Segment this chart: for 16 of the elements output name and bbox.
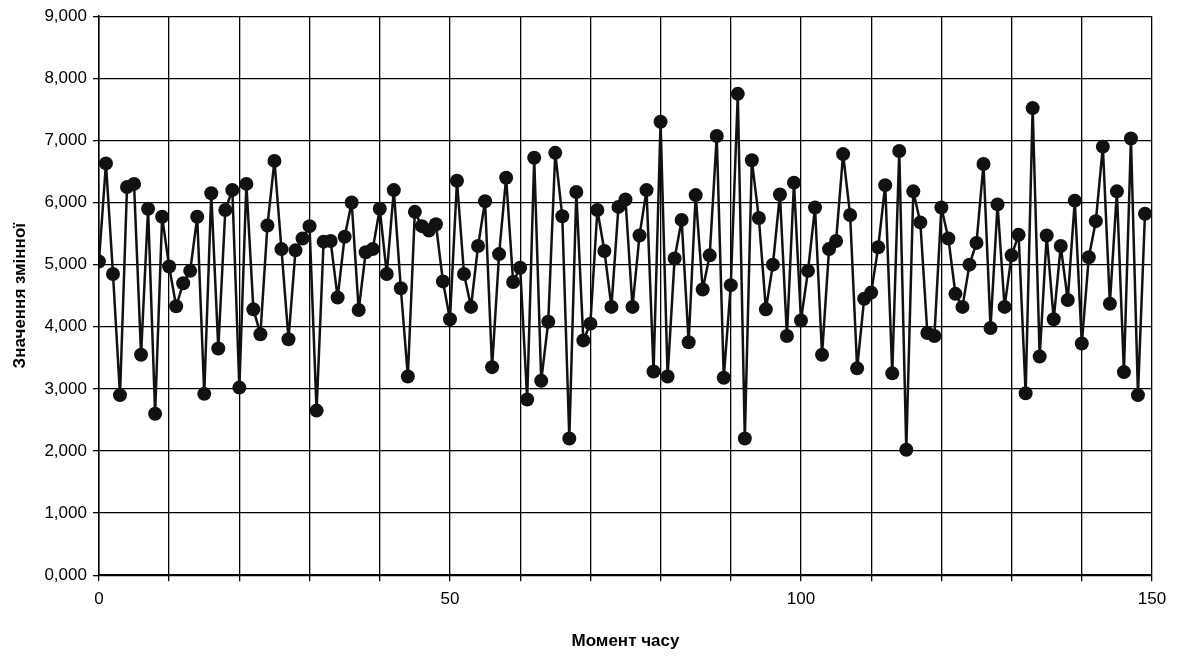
y-tick-label: 9,000: [44, 5, 87, 25]
y-tick-label: 7,000: [44, 130, 87, 150]
x-tick-label: 0: [94, 589, 104, 609]
y-tick-label: 3,000: [44, 378, 87, 398]
y-tick-label: 6,000: [44, 192, 87, 212]
x-tick-label: 150: [1137, 589, 1167, 609]
y-axis-title: Значення змінної: [9, 221, 29, 369]
x-axis-title: Момент часу: [571, 631, 680, 651]
x-tick-label: 50: [440, 589, 460, 609]
y-tick-label: 8,000: [44, 68, 87, 87]
y-tick-label: 0,000: [44, 564, 87, 584]
y-tick-label: 1,000: [44, 502, 87, 522]
y-tick-label: 5,000: [44, 254, 87, 274]
x-tick-label: 100: [786, 589, 816, 609]
y-tick-label: 2,000: [44, 440, 87, 460]
y-tick-label: 4,000: [44, 316, 87, 336]
